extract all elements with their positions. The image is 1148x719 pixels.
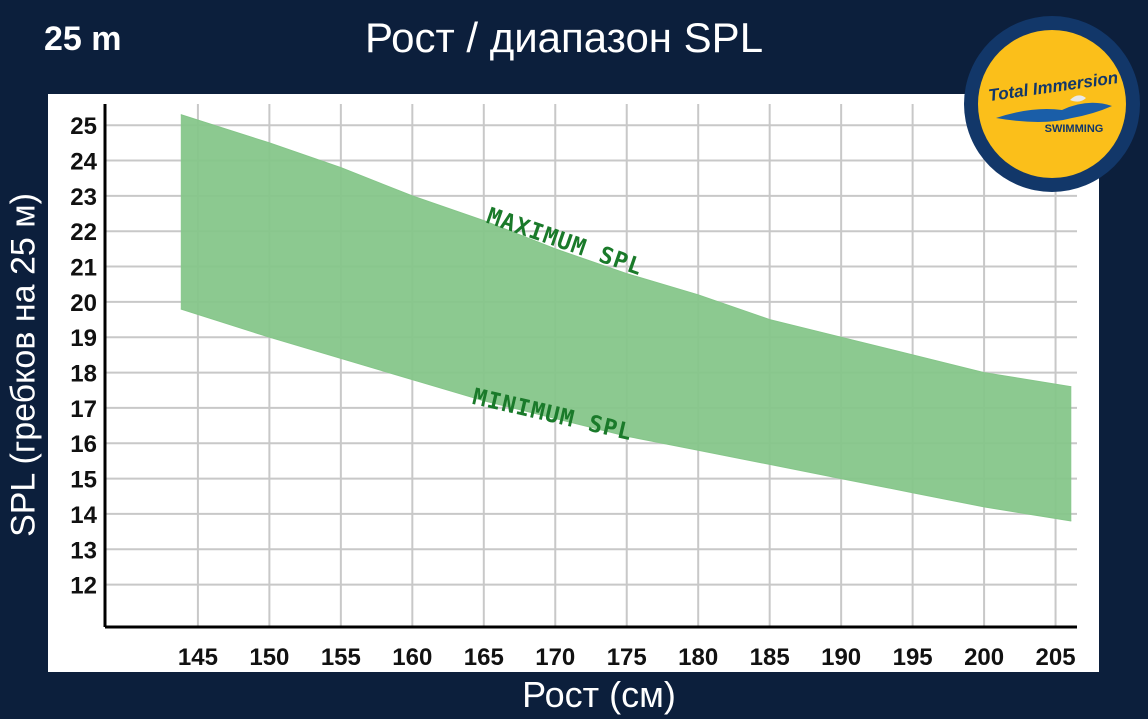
y-tick-label: 15: [70, 467, 97, 494]
x-tick-label: 190: [821, 644, 861, 671]
x-tick-label: 180: [678, 644, 718, 671]
y-tick-label: 12: [70, 573, 97, 600]
y-tick-label: 22: [70, 219, 97, 246]
y-tick-label: 16: [70, 431, 97, 458]
y-tick-label: 24: [70, 149, 97, 176]
x-tick-label: 200: [964, 644, 1004, 671]
swimmer-head-icon: [1070, 95, 1086, 102]
y-tick-label: 19: [70, 325, 97, 352]
chart-axes: [103, 104, 1077, 629]
series-line-minimum-spl: [180, 308, 1072, 522]
x-tick-label: 155: [321, 644, 361, 671]
x-tick-label: 175: [607, 644, 647, 671]
total-immersion-logo: Total Immersion SWIMMING: [964, 16, 1140, 192]
x-tick-label: 185: [750, 644, 790, 671]
x-tick-label: 195: [893, 644, 933, 671]
spl-range-band: [180, 114, 1072, 521]
y-tick-label: 18: [70, 361, 97, 388]
logo-inner-disc: [978, 30, 1126, 178]
y-tick-label: 23: [70, 184, 97, 211]
x-tick-label: 170: [535, 644, 575, 671]
y-tick-label: 14: [70, 502, 97, 529]
y-tick-label: 13: [70, 537, 97, 564]
y-tick-label: 17: [70, 396, 97, 423]
y-tick-labels: 12 13 14 15 16 17 18 19 20 21 22 23 24 25: [70, 113, 97, 599]
y-axis-label: SPL (гребков на 25 м): [4, 193, 43, 537]
x-tick-label: 150: [249, 644, 289, 671]
logo-text-line2: SWIMMING: [1045, 123, 1104, 135]
x-tick-labels: 145 150 155 160 165 170 175 180 185 190 195 200 205: [178, 644, 1076, 671]
page-title: Рост / диапазон SPL: [364, 14, 764, 61]
pool-length-label: 25 m: [44, 20, 122, 58]
swimmer-icon: [996, 102, 1112, 122]
y-tick-label: 25: [70, 113, 97, 140]
series-line-maximum-spl: [180, 114, 1072, 388]
y-tick-label: 20: [70, 290, 97, 317]
x-tick-label: 205: [1036, 644, 1076, 671]
x-tick-label: 145: [178, 644, 218, 671]
spl-band: [180, 114, 1072, 522]
x-tick-label: 160: [392, 644, 432, 671]
y-tick-label: 21: [70, 255, 97, 282]
x-axis-label: Рост (см): [522, 674, 676, 715]
x-tick-label: 165: [464, 644, 504, 671]
